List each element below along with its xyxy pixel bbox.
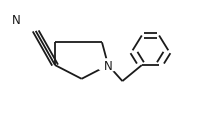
Text: N: N — [12, 14, 21, 27]
Circle shape — [97, 59, 119, 72]
Text: N: N — [104, 59, 112, 72]
Circle shape — [5, 14, 28, 27]
